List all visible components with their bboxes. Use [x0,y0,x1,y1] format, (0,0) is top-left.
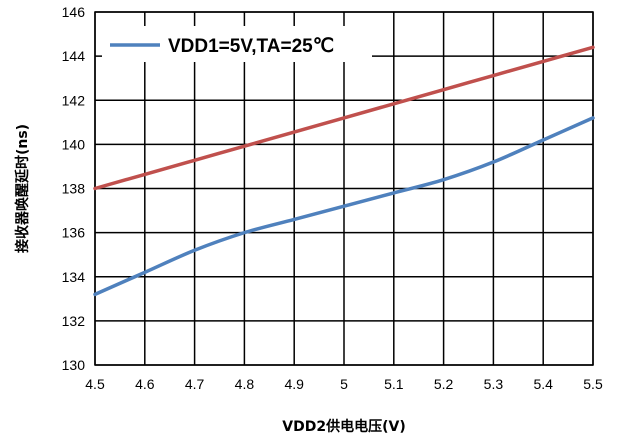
series-2-line [93,45,595,191]
y-tick-label: 138 [62,181,86,197]
y-axis-label: 接收器唤醒延时(ns) [14,124,31,253]
x-tick-label: 5.5 [583,376,603,392]
x-axis-label: VDD2供电电压(V) [282,418,405,435]
x-tick-label: 5.2 [434,376,454,392]
y-tick-label: 136 [62,225,86,241]
x-tick-label: 5.3 [484,376,504,392]
y-tick-label: 146 [62,4,86,20]
y-tick-label: 134 [62,269,86,285]
x-tick-label: 4.9 [284,376,304,392]
y-tick-label: 132 [62,313,86,329]
legend-entry-series-1: VDD1=5V,TA=25℃ [168,36,334,57]
y-tick-label: 142 [62,92,86,108]
x-tick-label: 5.1 [384,376,404,392]
x-tick-label: 4.8 [235,376,255,392]
x-tick-label: 4.6 [135,376,155,392]
series-1-line [93,116,595,297]
y-tick-label: 130 [62,357,86,373]
y-axis-ticks: 130 132 134 136 138 140 142 144 146 [62,4,86,373]
x-axis-ticks: 4.5 4.6 4.7 4.8 4.9 5 5.1 5.2 5.3 5.4 5.5 [85,376,603,392]
legend: VDD1=5V,TA=25℃ [102,26,372,62]
y-tick-label: 144 [62,48,86,64]
x-tick-label: 4.7 [185,376,205,392]
series-layer [93,45,595,297]
x-tick-label: 5.4 [533,376,553,392]
y-tick-label: 140 [62,136,86,152]
x-tick-label: 5 [340,376,348,392]
x-tick-label: 4.5 [85,376,105,392]
chart-grid [94,11,594,366]
